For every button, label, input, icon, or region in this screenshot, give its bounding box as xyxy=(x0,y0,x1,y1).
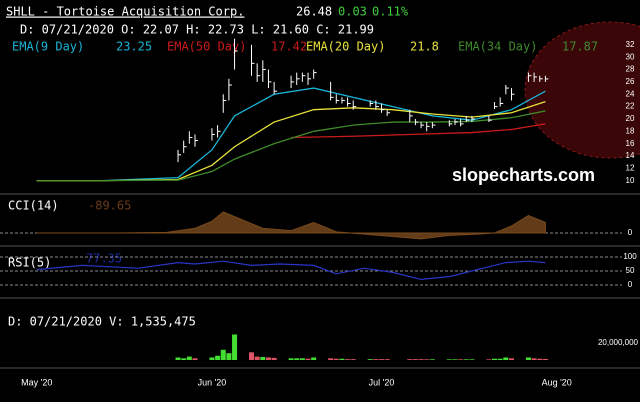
y-tick-label: 16 xyxy=(626,139,635,148)
volume-bar xyxy=(531,358,537,360)
y-tick-label: 22 xyxy=(626,102,635,111)
volume-bar xyxy=(254,356,260,360)
volume-bar xyxy=(305,358,311,360)
y-tick-label: 26 xyxy=(626,77,635,86)
rsi-line xyxy=(36,260,546,281)
volume-bar xyxy=(226,353,232,360)
volume-bar xyxy=(265,357,271,360)
volume-bar xyxy=(503,357,509,360)
y-tick-label: 18 xyxy=(626,126,635,135)
change-percent: 0.11% xyxy=(372,5,409,19)
volume-bar xyxy=(407,359,413,360)
change: 0.03 xyxy=(338,5,367,19)
x-tick-label: Aug '20 xyxy=(542,377,572,387)
y-tick-label: 50 xyxy=(626,266,635,275)
y-tick-label: 20,000,000 xyxy=(598,338,639,347)
volume-bar xyxy=(175,357,181,360)
volume-bar xyxy=(463,359,469,360)
ema-line xyxy=(291,123,546,139)
volume-bar xyxy=(458,359,464,360)
y-tick-label: 0 xyxy=(628,280,633,289)
volume-bar xyxy=(311,357,317,360)
ohlc-info: D: 07/21/2020 O: 22.07 H: 22.73 L: 21.60… xyxy=(20,23,374,37)
y-tick-label: 10 xyxy=(626,176,635,185)
volume-bar xyxy=(192,358,198,360)
legend-value: 21.8 xyxy=(410,40,439,54)
volume-bar xyxy=(492,358,498,360)
legend-value: 17.42 xyxy=(271,40,307,54)
volume-bar xyxy=(294,358,300,360)
volume-bar xyxy=(232,334,238,360)
volume-bar xyxy=(452,359,458,360)
legend-value: 23.25 xyxy=(116,40,152,54)
volume-bar xyxy=(220,349,226,360)
watermark: slopecharts.com xyxy=(452,165,595,185)
y-tick-label: 32 xyxy=(626,40,635,49)
volume-bar xyxy=(249,352,255,360)
rsi-value: 77.35 xyxy=(86,252,122,266)
y-tick-label: 14 xyxy=(626,151,635,160)
y-tick-label: 30 xyxy=(626,52,635,61)
volume-bar xyxy=(328,358,334,360)
x-tick-label: Jun '20 xyxy=(198,377,227,387)
cci-title: CCI(14) xyxy=(8,199,59,213)
volume-bar xyxy=(486,359,492,360)
last-price: 26.48 xyxy=(296,5,332,19)
volume-bar xyxy=(209,357,215,360)
legend-label: EMA(9 Day) xyxy=(12,40,84,54)
title: SHLL - Tortoise Acquisition Corp. xyxy=(6,5,244,19)
volume-bar xyxy=(418,359,424,360)
volume-bar xyxy=(508,358,514,360)
legend-label: EMA(50 Day) xyxy=(167,40,246,54)
cci-value: -89.65 xyxy=(88,199,131,213)
legend-value: 17.87 xyxy=(562,40,598,54)
volume-bar xyxy=(424,359,430,360)
legend-label: EMA(20 Day) xyxy=(306,40,385,54)
volume-bar xyxy=(412,359,418,360)
y-tick-label: 0 xyxy=(628,228,633,237)
volume-bar xyxy=(542,358,548,360)
volume-bar xyxy=(271,357,277,360)
y-tick-label: 12 xyxy=(626,163,635,172)
volume-bar xyxy=(288,358,294,360)
projection-cone xyxy=(524,21,640,159)
x-tick-label: Jul '20 xyxy=(369,377,395,387)
volume-bar xyxy=(260,357,266,360)
volume-bar xyxy=(186,356,192,360)
volume-bar xyxy=(339,358,345,360)
volume-bar xyxy=(537,358,543,360)
y-tick-label: 100 xyxy=(623,252,637,261)
y-tick-label: 20 xyxy=(626,114,635,123)
volume-info: D: 07/21/2020 V: 1,535,475 xyxy=(8,315,196,329)
volume-bar xyxy=(469,359,475,360)
volume-bar xyxy=(299,358,305,360)
volume-bar xyxy=(525,357,531,360)
legend-label: EMA(34 Day) xyxy=(458,40,537,54)
volume-bar xyxy=(215,355,221,360)
y-tick-label: 28 xyxy=(626,65,635,74)
x-tick-label: May '20 xyxy=(21,377,52,387)
y-tick-label: 24 xyxy=(626,89,635,98)
volume-bar xyxy=(497,358,503,360)
volume-bar xyxy=(446,359,452,360)
volume-bar xyxy=(429,359,435,360)
rsi-title: RSI(5) xyxy=(8,256,51,270)
volume-bar xyxy=(384,359,390,360)
volume-bar xyxy=(373,359,379,360)
volume-bar xyxy=(345,359,351,360)
cci-area xyxy=(36,211,546,240)
volume-bar xyxy=(350,359,356,360)
volume-bar xyxy=(333,358,339,360)
volume-bar xyxy=(367,359,373,360)
volume-bar xyxy=(181,358,187,360)
volume-bar xyxy=(378,359,384,360)
